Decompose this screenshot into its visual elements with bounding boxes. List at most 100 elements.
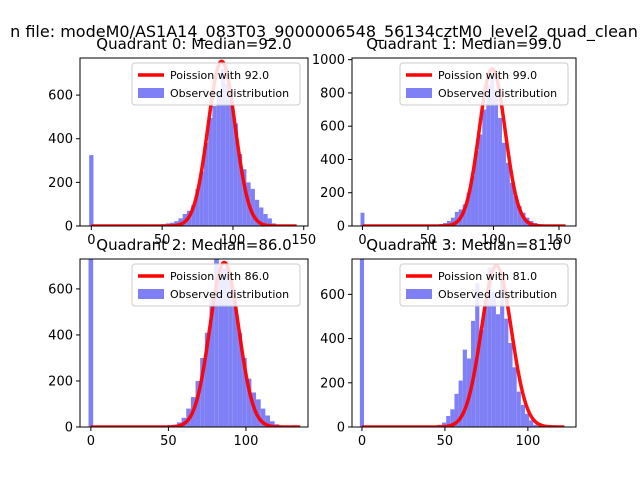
histogram-bar — [220, 68, 226, 226]
histogram-bar — [474, 151, 479, 226]
histogram-bar — [270, 421, 275, 427]
histogram-bar — [218, 268, 224, 427]
histogram-bar — [246, 378, 252, 427]
histogram-bar — [442, 422, 447, 427]
histogram-bar — [454, 211, 459, 226]
y-tick-label: 0 — [337, 421, 345, 436]
y-tick-label: 1000 — [312, 53, 345, 68]
legend-box — [131, 263, 301, 307]
histogram-bar — [254, 199, 260, 226]
histogram-bar — [242, 357, 247, 427]
legend-hist-swatch — [138, 88, 164, 98]
legend: Poission with 86.0 Observed distribution — [131, 263, 301, 307]
x-tick-label: 100 — [515, 434, 540, 449]
y-tick-label: 400 — [48, 132, 73, 147]
histogram-bar — [195, 380, 201, 427]
histogram-bar — [237, 154, 243, 226]
quadrant-0-chart: 0 50 100 150 0 200 400 600 Quadrant 0: Median=92… — [48, 35, 316, 248]
y-tick-label: 0 — [65, 220, 73, 235]
quadrant-0-plot-area — [89, 59, 298, 226]
histogram-bar — [509, 182, 514, 226]
legend-box — [399, 263, 569, 307]
legend-hist-label: Observed distribution — [438, 288, 557, 301]
histogram-bar — [517, 206, 522, 226]
histogram-bar — [491, 292, 496, 427]
histogram-bar — [505, 162, 510, 226]
histogram-bar — [359, 259, 365, 427]
x-tick-label: 50 — [420, 233, 437, 248]
histogram-bar — [195, 188, 200, 226]
axes-frame — [351, 57, 577, 227]
histogram-bar — [263, 214, 268, 226]
legend: Poission with 81.0 Observed distribution — [399, 263, 569, 307]
histogram-bar — [360, 212, 365, 226]
histogram-bar — [88, 259, 94, 427]
x-tick-label: 0 — [358, 434, 366, 449]
histogram-bar — [512, 367, 517, 427]
histogram-bar — [267, 218, 272, 226]
histogram-bar — [199, 171, 204, 226]
quadrant-0-title: Quadrant 0: Median=92.0 — [96, 35, 291, 53]
histogram-bar — [495, 314, 501, 427]
x-tick-label: 100 — [481, 233, 506, 248]
histogram-bar — [466, 192, 471, 226]
histogram-bar — [200, 357, 205, 427]
histogram-bar — [237, 332, 243, 427]
y-tick-label: 800 — [320, 86, 345, 101]
x-tick-label: 50 — [154, 233, 171, 248]
histogram-bar — [533, 424, 538, 427]
histogram-bar — [462, 349, 467, 427]
quadrant-3-plot-area — [359, 259, 566, 427]
histogram-bar — [191, 205, 196, 226]
histogram-bar — [203, 143, 209, 226]
histogram-bar — [228, 279, 233, 427]
legend-fit-label: Poission with 86.0 — [170, 270, 269, 283]
histogram-bar — [508, 343, 513, 427]
legend: Poission with 99.0 Observed distribution — [399, 62, 569, 106]
y-tick-label: 600 — [320, 288, 345, 303]
axes-frame — [351, 258, 577, 428]
legend-fit-label: Poission with 92.0 — [170, 69, 269, 82]
y-tick-label: 0 — [65, 421, 73, 436]
legend-fit-label: Poission with 99.0 — [438, 69, 537, 82]
histogram-bar — [450, 217, 455, 226]
histogram-bar — [223, 268, 229, 427]
histogram-bar — [482, 109, 487, 226]
histogram-bar — [494, 89, 499, 226]
histogram-bar — [214, 259, 219, 427]
figure-suptitle: n file: modeM0/AS1A14_083T03_9000006548_… — [10, 22, 638, 42]
poisson-fit-line — [361, 67, 567, 226]
histogram-bar — [232, 298, 238, 427]
quadrant-2-chart: 0 50 100 0 200 400 600 Quadrant 2: Median=86.0 P… — [48, 236, 309, 449]
poisson-fit-line — [90, 59, 298, 226]
histogram-bar — [462, 204, 467, 226]
histogram-bar — [265, 415, 270, 427]
x-tick-label: 0 — [87, 233, 95, 248]
x-tick-label: 50 — [160, 434, 177, 449]
histogram-bar — [229, 100, 234, 226]
histogram-bar — [498, 117, 502, 226]
quadrant-3-title: Quadrant 3: Median=81.0 — [366, 236, 561, 254]
histogram-bar — [208, 118, 213, 226]
histogram-bar — [490, 76, 495, 226]
histogram-bar — [216, 91, 221, 226]
histogram-bar — [479, 329, 484, 427]
y-tick-label: 600 — [320, 120, 345, 135]
y-tick-label: 600 — [48, 89, 73, 104]
histogram-bar — [450, 409, 455, 427]
axes-frame — [79, 57, 309, 227]
legend-box — [399, 62, 569, 106]
y-tick-label: 200 — [48, 374, 73, 389]
quadrant-3-chart: 0 50 100 0 200 400 600 Quadrant 3: Median=81.0 P… — [320, 236, 577, 449]
histogram-bar — [458, 380, 463, 427]
x-tick-label: 100 — [221, 233, 246, 248]
y-tick-label: 600 — [48, 282, 73, 297]
poisson-fit-line — [89, 260, 302, 427]
legend-box — [131, 62, 301, 106]
histogram-bar — [259, 207, 264, 226]
y-tick-label: 400 — [320, 153, 345, 168]
poisson-fit-line — [361, 263, 566, 427]
x-tick-label: 0 — [87, 434, 95, 449]
y-tick-label: 200 — [48, 176, 73, 191]
